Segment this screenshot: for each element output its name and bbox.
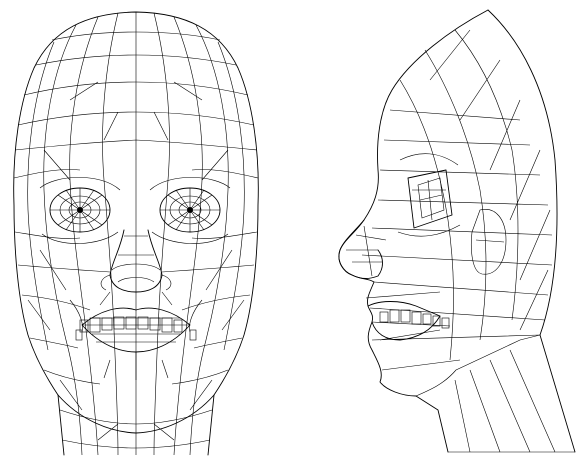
profile-eye: [397, 153, 461, 237]
profile-face-front: [338, 9, 489, 453]
front-head-outline: [13, 11, 259, 456]
front-right-eye: [149, 177, 231, 244]
profile-ear-region: [471, 209, 507, 275]
profile-face-mesh: [338, 9, 576, 453]
profile-mouth: [365, 291, 451, 341]
profile-head-back: [487, 9, 576, 453]
front-face-mesh: [13, 11, 259, 456]
profile-nose: [338, 219, 387, 279]
front-mouth: [69, 291, 203, 380]
front-nose: [100, 229, 172, 293]
front-left-eye: [39, 177, 121, 244]
